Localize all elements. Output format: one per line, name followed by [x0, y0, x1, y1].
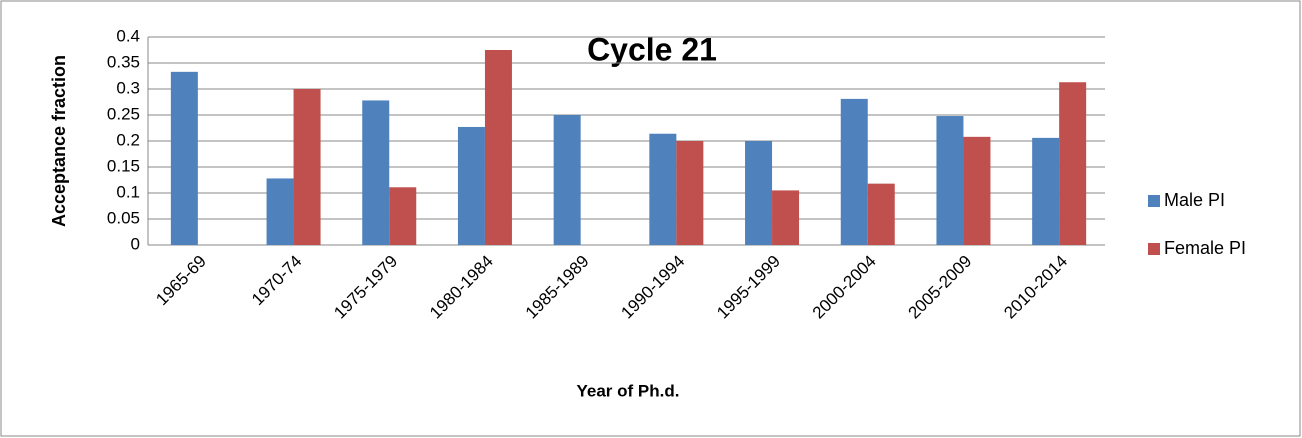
- bar: [676, 141, 704, 245]
- bar: [745, 141, 773, 245]
- legend-label: Female PI: [1164, 238, 1246, 258]
- legend-swatch: [1148, 243, 1160, 255]
- bar: [772, 190, 800, 245]
- bar: [457, 126, 485, 245]
- y-tick-label: 0.2: [116, 130, 140, 149]
- bar: [867, 183, 895, 245]
- y-tick-label: 0.15: [107, 156, 140, 175]
- x-axis-title: Year of Ph.d.: [577, 381, 680, 400]
- y-tick-label: 0.3: [116, 78, 140, 97]
- bar: [840, 98, 868, 245]
- y-tick-label: 0.35: [107, 52, 140, 71]
- y-tick-label: 0.05: [107, 208, 140, 227]
- y-tick-label: 0.1: [116, 182, 140, 201]
- y-axis-title: Acceptance fraction: [49, 55, 69, 227]
- y-tick-label: 0: [131, 234, 140, 253]
- bar: [484, 50, 512, 245]
- bar: [389, 187, 417, 245]
- bar: [266, 178, 294, 245]
- bar: [362, 100, 390, 245]
- y-tick-label: 0.4: [116, 26, 140, 45]
- bar: [293, 89, 321, 245]
- bar: [936, 116, 964, 245]
- legend-swatch: [1148, 195, 1160, 207]
- bar: [649, 133, 677, 245]
- y-tick-label: 0.25: [107, 104, 140, 123]
- legend-label: Male PI: [1164, 190, 1225, 210]
- bar: [1059, 82, 1087, 246]
- bar: [553, 115, 581, 245]
- bar: [1032, 137, 1060, 245]
- bar: [963, 136, 991, 245]
- bar: [170, 71, 198, 245]
